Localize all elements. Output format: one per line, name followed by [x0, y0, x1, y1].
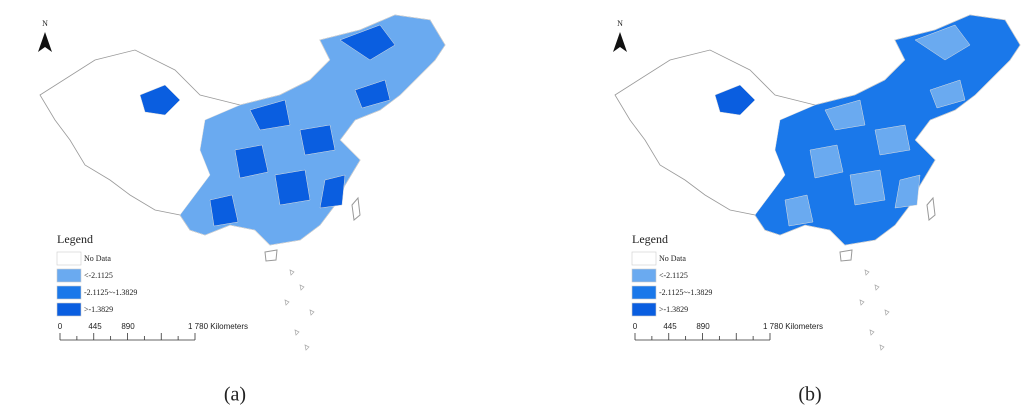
legend-swatch: [56, 302, 82, 317]
island-dots: [304, 344, 310, 351]
legend-label: >-1.3829: [659, 305, 688, 314]
island-dots: [284, 299, 290, 306]
region-fill: [139, 84, 181, 116]
legend-label: >-1.3829: [84, 305, 113, 314]
panel-caption: (a): [224, 384, 246, 406]
legend-swatch: [56, 268, 82, 283]
region-fill: [234, 144, 269, 179]
island-taiwan: [926, 196, 936, 221]
island-dots: [879, 344, 885, 351]
region-fill: [299, 124, 336, 156]
north-arrow: [613, 32, 627, 52]
legend-label: <-2.1125: [84, 271, 113, 280]
legend-label: <-2.1125: [659, 271, 688, 280]
map-panel: N Legend No Data <-2.1125 -2.1125~-1.3829 >-1…: [613, 14, 1021, 406]
panel-caption: (b): [798, 384, 821, 406]
legend-swatch: [56, 285, 82, 300]
island-dots: [864, 269, 870, 276]
legend-swatch: [631, 302, 657, 317]
region-fill: [914, 24, 971, 61]
region-fill: [809, 144, 844, 179]
island-hainan: [839, 249, 853, 262]
scale-label: 1 780 Kilometers: [188, 322, 248, 331]
legend-swatch: [631, 251, 657, 266]
island-dots: [299, 284, 305, 291]
region-fill: [849, 169, 886, 206]
region-fill: [824, 99, 866, 131]
legend-label: No Data: [84, 254, 111, 263]
region-fill: [874, 124, 911, 156]
north-label: N: [617, 19, 623, 28]
island-dots: [869, 329, 875, 336]
region-fill: [274, 169, 311, 206]
legend-title: Legend: [632, 232, 668, 246]
legend-swatch: [631, 285, 657, 300]
scale-label: 890: [696, 322, 710, 331]
island-dots: [884, 309, 890, 316]
region-fill: [249, 99, 291, 131]
legend-swatch: [631, 268, 657, 283]
island-dots: [294, 329, 300, 336]
island-dots: [874, 284, 880, 291]
scale-label: 445: [663, 322, 677, 331]
legend-label: -2.1125~-1.3829: [84, 288, 137, 297]
scale-label: 0: [58, 322, 63, 331]
region-fill: [929, 79, 966, 109]
island-hainan: [264, 249, 278, 262]
map-panel: N Legend No Data <-2.1125 -2.1125~-1.3829 >-1…: [38, 14, 446, 406]
region-fill: [319, 174, 346, 209]
island-taiwan: [351, 196, 361, 221]
region-fill: [714, 84, 756, 116]
region-fill: [784, 194, 814, 227]
scale-label: 1 780 Kilometers: [763, 322, 823, 331]
region-fill: [894, 174, 921, 209]
scale-label: 890: [121, 322, 135, 331]
region-fill: [354, 79, 391, 109]
island-dots: [859, 299, 865, 306]
north-arrow: [38, 32, 52, 52]
scale-label: 445: [88, 322, 102, 331]
legend-title: Legend: [57, 232, 93, 246]
scale-label: 0: [633, 322, 638, 331]
island-dots: [309, 309, 315, 316]
legend-label: No Data: [659, 254, 686, 263]
legend-label: -2.1125~-1.3829: [659, 288, 712, 297]
north-label: N: [42, 19, 48, 28]
island-dots: [289, 269, 295, 276]
legend-swatch: [56, 251, 82, 266]
region-fill: [209, 194, 239, 227]
region-fill: [339, 24, 396, 61]
